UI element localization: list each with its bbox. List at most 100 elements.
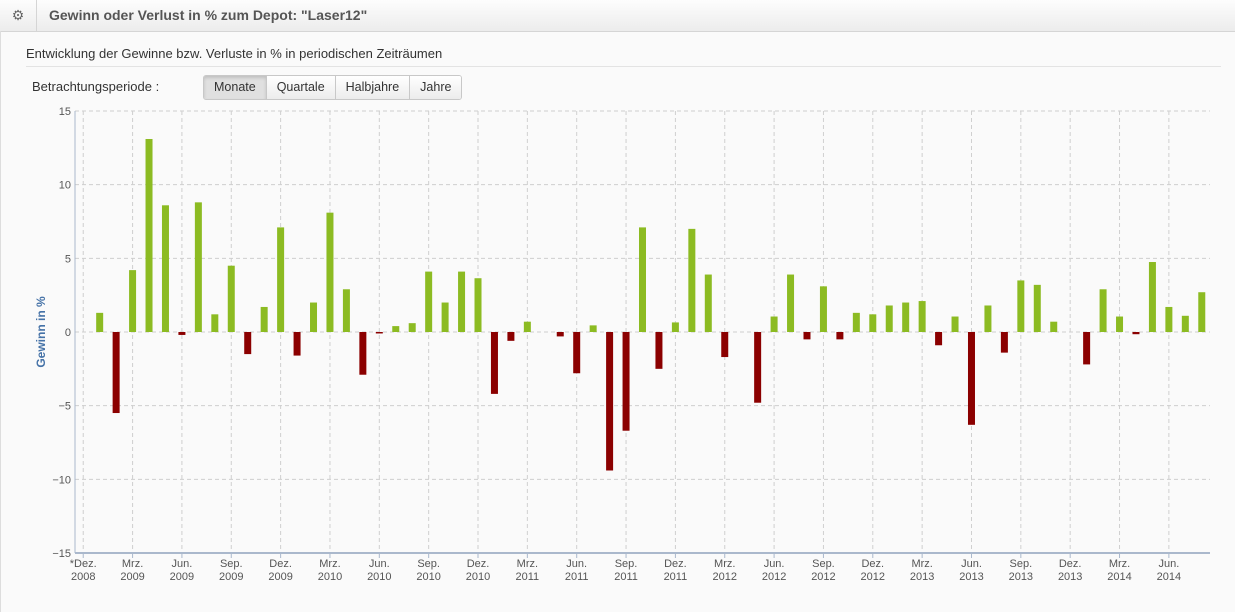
x-tick-label: Sep. 2012 <box>811 558 835 583</box>
x-tick-label: Dez. 2013 <box>1058 558 1082 583</box>
bar <box>951 316 959 332</box>
x-tick-label: Mrz. 2014 <box>1107 558 1131 583</box>
bar <box>573 332 581 374</box>
bar <box>819 286 827 332</box>
bar <box>523 321 531 332</box>
bar <box>885 305 893 332</box>
bar <box>277 227 285 332</box>
x-tick-label: Jun. 2013 <box>959 558 983 583</box>
bar <box>721 332 729 358</box>
chart-subtitle: Entwicklung der Gewinne bzw. Verluste in… <box>26 46 443 61</box>
x-tick-label: Dez. 2011 <box>664 558 688 583</box>
bar <box>425 271 433 332</box>
period-button-quartale[interactable]: Quartale <box>266 76 336 99</box>
bar <box>902 302 910 332</box>
x-tick-label: Jun. 2014 <box>1157 558 1181 583</box>
period-button-monate[interactable]: Monate <box>204 76 267 99</box>
bar <box>935 332 943 346</box>
y-axis-label: Gewinn in % <box>34 296 48 368</box>
bar <box>1050 321 1058 332</box>
panel-border <box>0 31 1 612</box>
bar <box>293 332 301 356</box>
bar <box>852 312 860 332</box>
x-tick-label: Sep. 2009 <box>219 558 243 583</box>
bar <box>96 312 104 332</box>
bar <box>589 325 597 332</box>
bar <box>359 332 367 375</box>
x-tick-label: Dez. 2012 <box>861 558 885 583</box>
x-tick-label: Dez. 2009 <box>268 558 292 583</box>
x-tick-label: *Dez. 2008 <box>70 558 97 583</box>
bar <box>754 332 762 403</box>
bar <box>458 271 466 332</box>
bar <box>326 212 334 332</box>
bar <box>375 332 383 334</box>
x-tick-label: Jun. 2009 <box>170 558 194 583</box>
x-tick-label: Mrz. 2011 <box>516 558 540 583</box>
bar <box>178 332 186 335</box>
y-tick-label: 15 <box>59 106 71 118</box>
bar <box>655 332 663 369</box>
bar <box>1181 315 1189 332</box>
bar <box>474 278 482 332</box>
bar <box>671 322 679 332</box>
bar <box>441 302 449 332</box>
bar <box>1148 262 1156 332</box>
bar <box>1132 332 1140 335</box>
y-tick-label: −15 <box>52 548 71 560</box>
bar <box>967 332 975 425</box>
bar <box>310 302 318 332</box>
bar <box>622 332 630 431</box>
x-tick-label: Mrz. 2012 <box>713 558 737 583</box>
panel-header: ⚙ Gewinn oder Verlust in % zum Depot: "L… <box>0 0 1235 32</box>
bar <box>639 227 646 332</box>
bar <box>161 205 169 332</box>
panel-title: Gewinn oder Verlust in % zum Depot: "Las… <box>49 7 368 23</box>
x-tick-label: Jun. 2010 <box>367 558 391 583</box>
period-button-jahre[interactable]: Jahre <box>410 76 462 99</box>
bar <box>408 323 416 332</box>
x-tick-label: Mrz. 2013 <box>910 558 934 583</box>
bar <box>490 332 498 394</box>
bar <box>1198 292 1206 332</box>
x-tick-label: Sep. 2010 <box>416 558 440 583</box>
x-tick-label: Mrz. 2009 <box>120 558 144 583</box>
bar <box>211 314 219 332</box>
y-tick-label: 10 <box>59 180 71 192</box>
bar <box>194 202 202 332</box>
bar <box>244 332 252 355</box>
bar <box>836 332 844 340</box>
x-tick-label: Mrz. 2010 <box>318 558 342 583</box>
gear-icon[interactable]: ⚙ <box>0 0 37 31</box>
bar <box>260 306 268 332</box>
bar <box>145 138 153 332</box>
period-button-halbjahre[interactable]: Halbjahre <box>335 76 411 99</box>
bar <box>1033 284 1041 332</box>
bar <box>984 305 992 332</box>
bar <box>688 228 696 332</box>
bar <box>1116 316 1124 332</box>
x-tick-label: Dez. 2010 <box>466 558 490 583</box>
bar <box>787 274 795 332</box>
bar <box>227 265 235 332</box>
bar <box>1000 332 1008 353</box>
x-tick-label: Jun. 2012 <box>762 558 786 583</box>
y-tick-label: 5 <box>65 253 71 265</box>
bar <box>704 274 712 332</box>
bar <box>342 289 350 332</box>
bar <box>770 316 778 332</box>
divider <box>26 66 1221 67</box>
bar <box>1017 280 1025 332</box>
bar <box>556 332 564 337</box>
bar <box>1165 306 1173 332</box>
x-tick-label: Jun. 2011 <box>565 558 589 583</box>
x-tick-label: Sep. 2013 <box>1009 558 1033 583</box>
bar <box>606 332 614 471</box>
x-tick-label: Sep. 2011 <box>614 558 638 583</box>
y-tick-label: 0 <box>65 327 71 339</box>
bar <box>869 314 877 332</box>
period-label: Betrachtungsperiode : <box>32 79 160 94</box>
bar <box>1099 289 1107 332</box>
bar <box>918 301 926 332</box>
